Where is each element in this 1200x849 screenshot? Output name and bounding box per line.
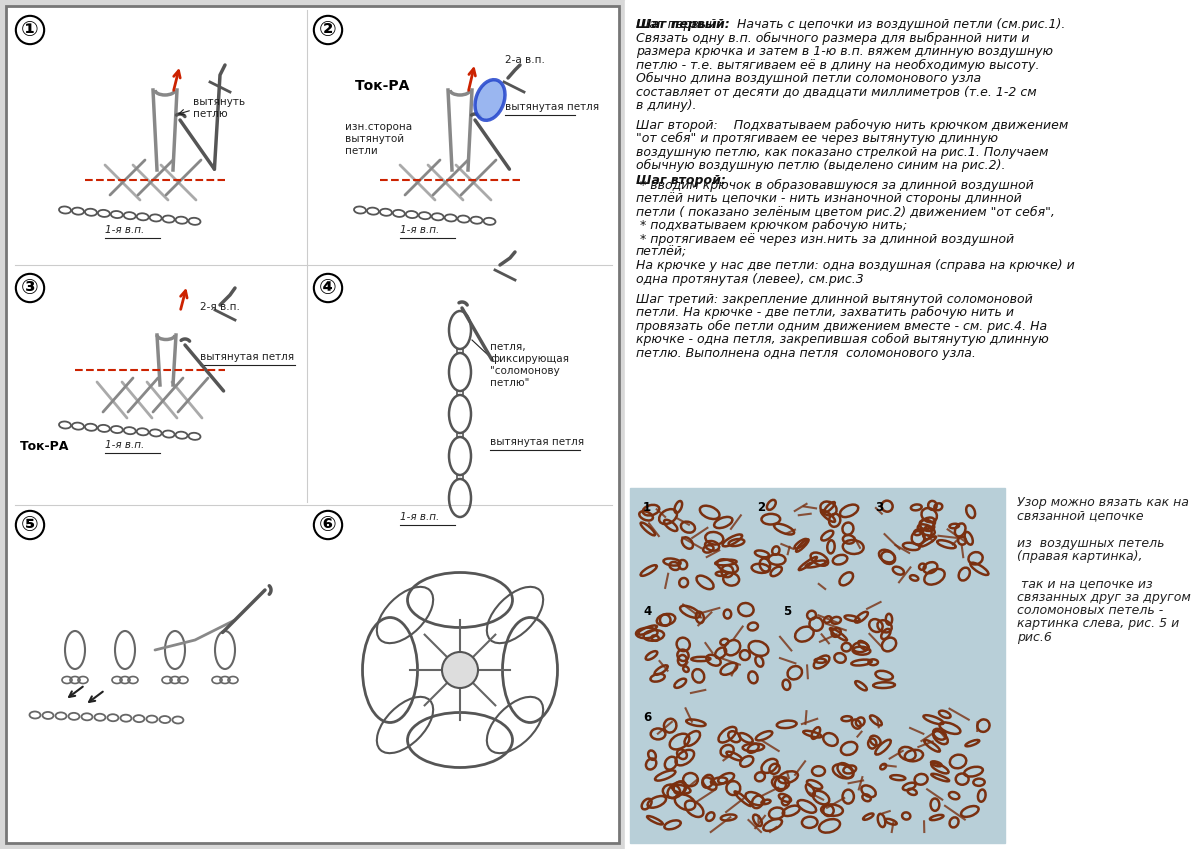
Text: Обычно длина воздушной петли соломонового узла: Обычно длина воздушной петли соломоновог…: [636, 72, 982, 85]
Text: петлю - т.е. вытягиваем её в длину на необходимую высоту.: петлю - т.е. вытягиваем её в длину на не…: [636, 59, 1039, 71]
Text: 5: 5: [784, 605, 791, 618]
Text: Шаг первый:    Начать с цепочки из воздушной петли (см.рис.1).: Шаг первый: Начать с цепочки из воздушно…: [636, 18, 1066, 31]
Text: Шаг первый:: Шаг первый:: [636, 18, 730, 31]
Text: Шаг второй:: Шаг второй:: [636, 174, 726, 187]
Text: из  воздушных петель: из воздушных петель: [1018, 537, 1164, 549]
Text: петли: петли: [346, 146, 378, 156]
Text: связанных друг за другом: связанных друг за другом: [1018, 591, 1190, 604]
Text: соломоновых петель -: соломоновых петель -: [1018, 604, 1163, 617]
Text: петли. На крючке - две петли, захватить рабочую нить и: петли. На крючке - две петли, захватить …: [636, 306, 1014, 319]
Bar: [630, 488, 1006, 843]
Text: 6: 6: [643, 711, 652, 724]
Text: в длину).: в длину).: [636, 99, 696, 112]
Text: 3: 3: [875, 501, 883, 514]
Text: * протягиваем её через изн.нить за длинной воздушной: * протягиваем её через изн.нить за длинн…: [636, 233, 1014, 245]
Text: петлю: петлю: [193, 109, 228, 119]
Text: ④: ④: [319, 278, 337, 298]
Text: фиксирующая: фиксирующая: [490, 354, 569, 364]
Text: "соломонову: "соломонову: [490, 366, 559, 376]
Text: 2: 2: [757, 501, 766, 514]
Text: Шаг третий: закрепление длинной вытянутой соломоновой: Шаг третий: закрепление длинной вытянуто…: [636, 293, 1033, 306]
Text: вытянутой: вытянутой: [346, 134, 404, 144]
Text: воздушную петлю, как показано стрелкой на рис.1. Получаем: воздушную петлю, как показано стрелкой н…: [636, 145, 1049, 159]
Text: петля,: петля,: [490, 342, 526, 352]
Text: 1-я в.п.: 1-я в.п.: [106, 225, 144, 235]
Text: вытянутая петля: вытянутая петля: [490, 437, 584, 447]
Text: Шаг второй:    Подхватываем рабочую нить крючком движением: Шаг второй: Подхватываем рабочую нить кр…: [636, 119, 1068, 132]
Text: так и на цепочке из: так и на цепочке из: [1018, 577, 1153, 590]
Text: петлёй;: петлёй;: [636, 246, 688, 259]
Text: ⑥: ⑥: [319, 515, 337, 535]
Text: 4: 4: [643, 605, 652, 618]
Text: изн.сторона: изн.сторона: [346, 122, 412, 132]
Text: * подхватываем крючком рабочую нить;: * подхватываем крючком рабочую нить;: [636, 219, 907, 232]
Text: (правая картинка),: (правая картинка),: [1018, 550, 1142, 563]
Text: составляет от десяти до двадцати миллиметров (т.е. 1-2 см: составляет от десяти до двадцати миллиме…: [636, 86, 1037, 98]
Ellipse shape: [475, 80, 505, 121]
Text: одна протянутая (левее), см.рис.3: одна протянутая (левее), см.рис.3: [636, 273, 864, 286]
Text: Узор можно вязать как на: Узор можно вязать как на: [1018, 496, 1189, 509]
Text: петлёй нить цепочки - нить изнаночной стороны длинной: петлёй нить цепочки - нить изнаночной ст…: [636, 192, 1021, 205]
Text: 1-я в.п.: 1-я в.п.: [400, 512, 439, 522]
Text: вытянутая петля: вытянутая петля: [505, 102, 599, 112]
Text: 1: 1: [643, 501, 652, 514]
Text: ①: ①: [22, 20, 38, 40]
Text: "от себя" и протягиваем ее через вытянутую длинную: "от себя" и протягиваем ее через вытянут…: [636, 132, 998, 145]
Text: размера крючка и затем в 1-ю в.п. вяжем длинную воздушную: размера крючка и затем в 1-ю в.п. вяжем …: [636, 45, 1054, 58]
Text: 2-я в.п.: 2-я в.п.: [200, 302, 240, 312]
Text: связанной цепочке: связанной цепочке: [1018, 509, 1144, 522]
Text: картинка слева, рис. 5 и: картинка слева, рис. 5 и: [1018, 617, 1180, 631]
Bar: [625, 0, 1200, 849]
Text: петлю. Выполнена одна петля  соломонового узла.: петлю. Выполнена одна петля соломонового…: [636, 346, 976, 359]
Text: 2-а в.п.: 2-а в.п.: [505, 55, 545, 65]
Text: петли ( показано зелёным цветом рис.2) движением "от себя",: петли ( показано зелёным цветом рис.2) д…: [636, 205, 1055, 218]
Text: рис.6: рис.6: [1018, 631, 1052, 644]
Text: Связать одну в.п. обычного размера для выбранной нити и: Связать одну в.п. обычного размера для в…: [636, 31, 1030, 45]
Text: вытянуть: вытянуть: [193, 97, 245, 107]
Text: провязать обе петли одним движением вместе - см. рис.4. На: провязать обе петли одним движением вмес…: [636, 319, 1048, 333]
Text: 1-я в.п.: 1-я в.п.: [400, 225, 439, 235]
Text: Ток-РА: Ток-РА: [355, 79, 410, 93]
Circle shape: [442, 652, 478, 688]
Text: ②: ②: [319, 20, 337, 40]
Text: 1-я в.п.: 1-я в.п.: [106, 440, 144, 450]
Text: вытянутая петля: вытянутая петля: [200, 352, 294, 362]
Text: крючке - одна петля, закрепившая собой вытянутую длинную: крючке - одна петля, закрепившая собой в…: [636, 333, 1049, 346]
Text: На крючке у нас две петли: одна воздушная (справа на крючке) и: На крючке у нас две петли: одна воздушна…: [636, 260, 1075, 273]
Text: обычную воздушную петлю (выделено синим на рис.2).: обычную воздушную петлю (выделено синим …: [636, 159, 1006, 172]
Text: ③: ③: [22, 278, 38, 298]
Text: * вводим крючок в образовавшуюся за длинной воздушной: * вводим крючок в образовавшуюся за длин…: [636, 178, 1033, 192]
Text: ⑤: ⑤: [22, 515, 38, 535]
Text: Ток-РА: Ток-РА: [20, 440, 70, 453]
FancyBboxPatch shape: [6, 6, 619, 843]
Text: петлю": петлю": [490, 378, 529, 388]
